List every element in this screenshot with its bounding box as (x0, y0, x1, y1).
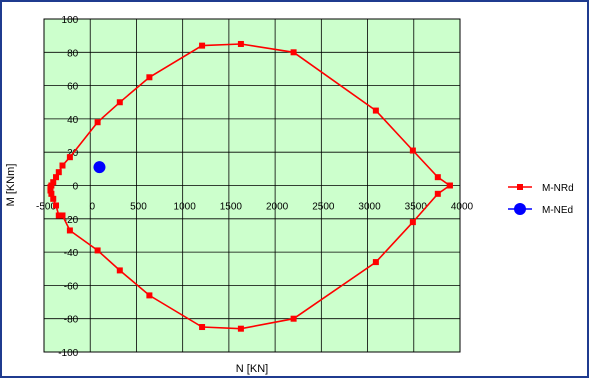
y-tick-label: -60 (64, 281, 79, 292)
data-point (446, 182, 453, 189)
x-tick-label: 2000 (266, 202, 289, 213)
x-tick-label: 2500 (312, 202, 335, 213)
data-point (48, 190, 55, 197)
y-tick-label: 0 (73, 182, 79, 193)
x-tick-label: 3500 (405, 202, 428, 213)
x-tick-label: 3000 (358, 202, 381, 213)
data-point (409, 147, 416, 154)
data-point (434, 190, 441, 197)
data-point (372, 259, 379, 266)
data-point (199, 324, 206, 331)
series-area (47, 40, 453, 332)
y-tick-label: 40 (67, 115, 79, 126)
series-M-NRd (47, 40, 453, 332)
data-point (237, 40, 244, 47)
data-point (59, 212, 66, 219)
x-tick-label: 500 (130, 202, 147, 213)
legend-item: M-NRd (508, 183, 574, 194)
x-tick-label: 0 (89, 202, 95, 213)
legend-item: M-NEd (508, 203, 573, 216)
data-point (94, 247, 101, 254)
y-tick-label: 60 (67, 82, 79, 93)
data-point (47, 184, 54, 191)
data-point (55, 212, 62, 219)
data-point (199, 42, 206, 49)
y-tick-label: 80 (67, 48, 79, 59)
series-M-NEd (93, 161, 106, 174)
x-tick-label: 1500 (220, 202, 243, 213)
data-point (47, 187, 54, 194)
y-tick-label: -20 (64, 215, 79, 226)
data-point (290, 49, 297, 56)
data-point (53, 202, 60, 209)
data-point (50, 179, 57, 186)
data-point (66, 227, 73, 234)
data-point (50, 195, 57, 202)
data-point (59, 162, 66, 169)
data-point (146, 74, 153, 81)
data-point (53, 174, 60, 181)
data-point (237, 325, 244, 332)
y-axis-label: M [KNm] (5, 164, 17, 207)
legend: M-NRd M-NEd (508, 183, 574, 216)
y-tick-label: 100 (62, 15, 79, 26)
x-tick-label: 4000 (451, 202, 474, 213)
x-tick-label: 1000 (174, 202, 197, 213)
data-point (290, 315, 297, 322)
data-point (66, 154, 73, 161)
x-tick-label: -500 (36, 202, 56, 213)
legend-label: M-NRd (542, 183, 574, 194)
y-tick-label: -40 (64, 248, 79, 259)
y-tick-label: -80 (64, 315, 79, 326)
legend-label: M-NEd (542, 205, 573, 216)
data-point (372, 107, 379, 114)
data-point (146, 292, 153, 299)
y-tick-label: -100 (58, 348, 78, 359)
data-point (434, 174, 441, 181)
data-point (93, 161, 106, 174)
data-point (116, 267, 123, 274)
legend-marker (514, 203, 526, 215)
data-point (116, 99, 123, 106)
data-point (409, 219, 416, 226)
data-point (94, 119, 101, 126)
grid (44, 19, 460, 352)
x-axis-ticks: -500 0 500 1000 1500 2000 2500 3000 3500 4000 (36, 202, 474, 213)
legend-marker (517, 184, 523, 190)
data-point (55, 169, 62, 176)
x-axis-label: N [KN] (236, 363, 268, 375)
